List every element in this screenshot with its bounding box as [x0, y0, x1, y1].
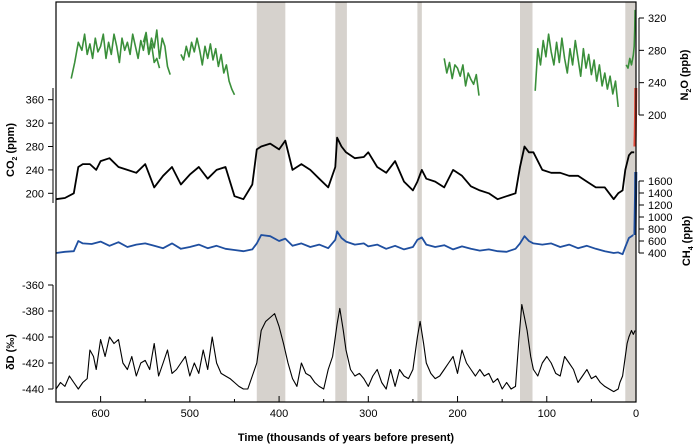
interglacial-band	[256, 2, 286, 402]
ch4-tick-label: 1400	[648, 188, 672, 200]
x-tick-label: 400	[270, 408, 288, 420]
n2o-label-main: N	[679, 92, 691, 100]
ch4-tick-label: 1000	[648, 212, 672, 224]
n2o-series-line	[70, 33, 161, 79]
co2-tick-label: 280	[26, 142, 44, 154]
n2o-label-end: O (ppb)	[679, 49, 691, 88]
co2-tick-label: 360	[26, 95, 44, 107]
ch4-tick-label: 1200	[648, 200, 672, 212]
co2-axis-title: CO2 (ppm)	[5, 123, 19, 177]
n2o-tick-label: 200	[648, 110, 666, 122]
axes: 600 500 400 300 200 100 0200240280320200240280…	[22, 13, 673, 420]
n2o-tick-label: 280	[648, 45, 666, 57]
n2o-tick-label: 240	[648, 78, 666, 90]
x-axis-title: Time (thousands of years before present)	[238, 432, 455, 444]
co2-label-sub: 2	[12, 157, 19, 161]
n2o-series-line	[180, 37, 236, 96]
ch4-label-main: CH	[681, 250, 693, 266]
dd-tick-label: -400	[22, 332, 44, 344]
n2o-series-line	[443, 58, 480, 96]
data-series	[55, 9, 638, 393]
interglacial-band	[335, 2, 347, 402]
x-tick-label: 600	[91, 408, 109, 420]
co2-tick-label: 320	[26, 118, 44, 130]
plot-border	[55, 1, 637, 403]
dd-tick-label: -380	[22, 306, 44, 318]
interglacial-bands	[256, 2, 636, 402]
n2o-series-line	[625, 9, 636, 69]
dd-series-line	[55, 303, 636, 393]
x-tick-label: 100	[538, 408, 556, 420]
ch4-tick-label: 400	[648, 248, 666, 260]
dd-tick-label: -420	[22, 358, 44, 370]
co2-tick-label: 200	[26, 188, 44, 200]
ch4-tick-label: 600	[648, 236, 666, 248]
x-tick-label: 0	[633, 408, 639, 420]
x-tick-label: 500	[181, 408, 199, 420]
n2o-axis-title: N2O (ppb)	[679, 49, 693, 100]
co2-tick-label: 240	[26, 165, 44, 177]
ch4-series-line	[55, 230, 634, 256]
x-tick-label: 200	[448, 408, 466, 420]
interglacial-band	[520, 2, 533, 402]
ch4-tick-label: 800	[648, 224, 666, 236]
co2-label-end: (ppm)	[5, 123, 17, 157]
dd-tick-label: -360	[22, 280, 44, 292]
co2-series-line	[55, 136, 635, 201]
ch4-axis-title: CH4 (ppb)	[681, 215, 695, 266]
co2-label-main: CO	[5, 160, 17, 177]
n2o-label-sub: 2	[686, 89, 693, 93]
ch4-tick-label: 1600	[648, 176, 672, 188]
n2o-tick-label: 320	[648, 13, 666, 25]
ch4-label-end: (ppb)	[681, 215, 693, 246]
dd-tick-label: -440	[22, 384, 44, 396]
ch4-label-sub: 4	[688, 246, 695, 250]
x-tick-label: 300	[359, 408, 377, 420]
plot-frame	[55, 1, 637, 403]
dd-axis-title: δD (‰)	[5, 334, 17, 370]
interglacial-band	[417, 2, 422, 402]
n2o-series-line	[142, 29, 171, 75]
interglacial-band	[625, 2, 636, 402]
n2o-series-line	[534, 33, 619, 107]
